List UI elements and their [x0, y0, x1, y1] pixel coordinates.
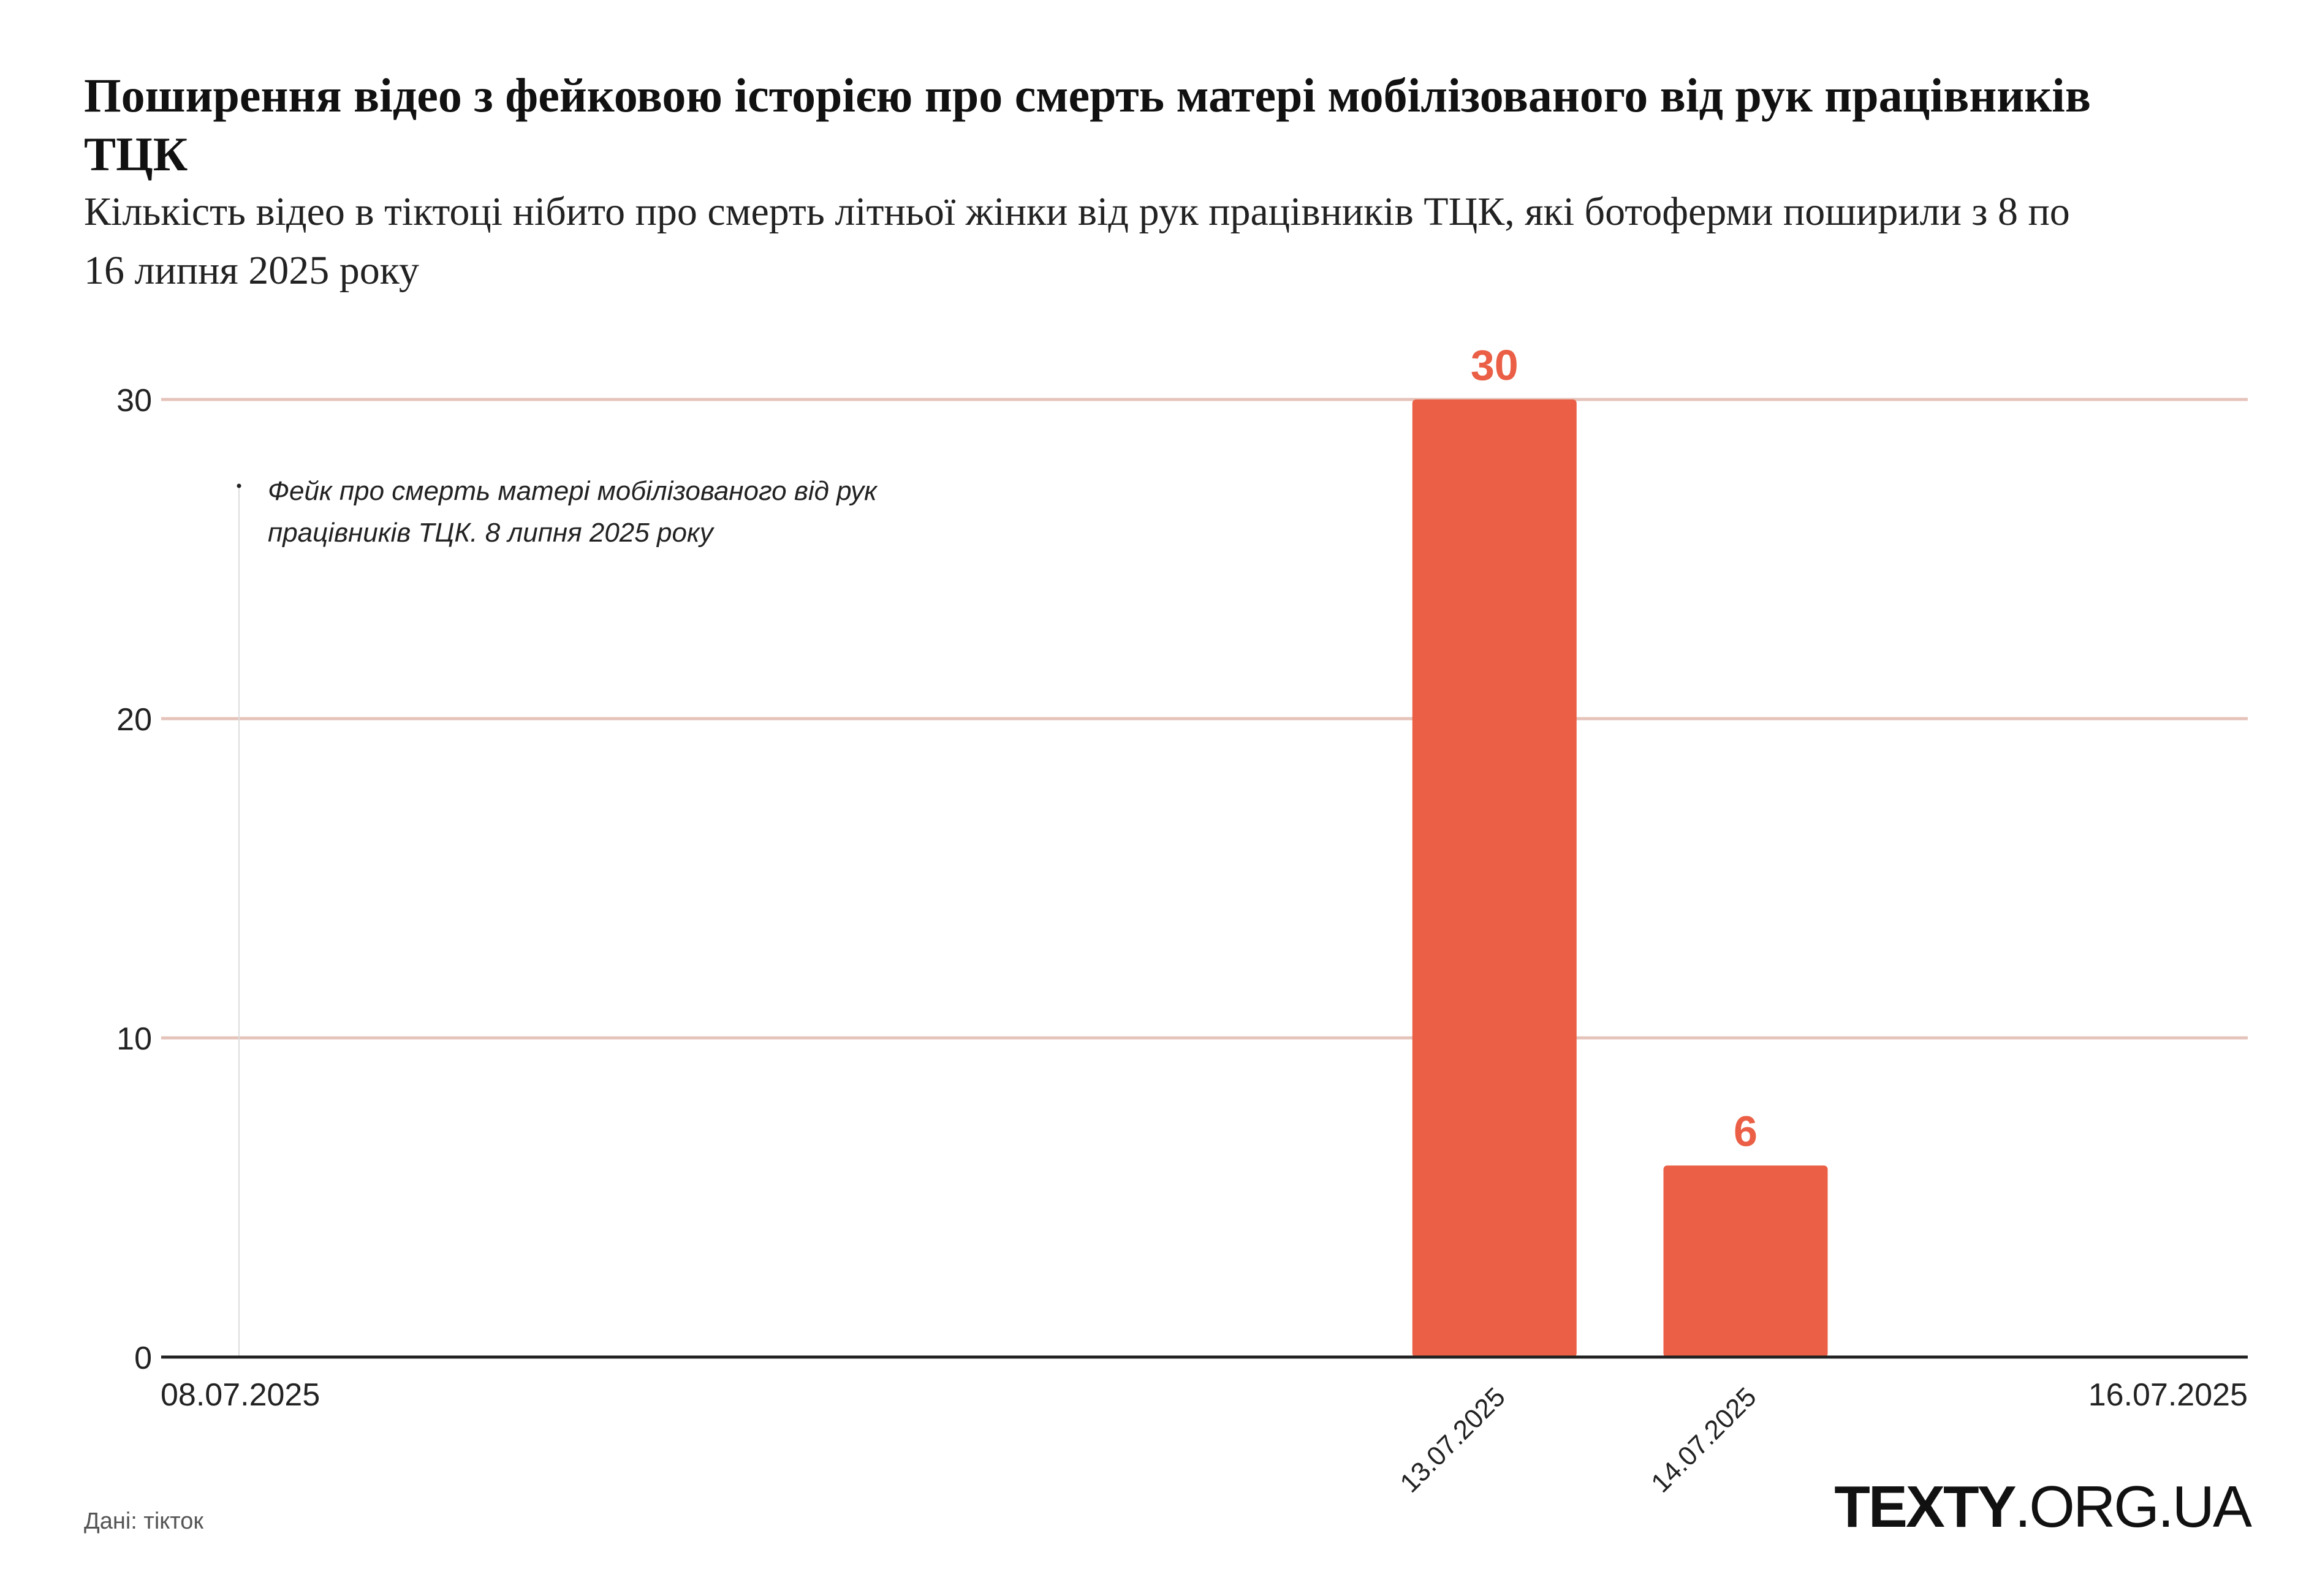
bar-value-label: 30: [1471, 341, 1519, 389]
texty-logo: TEXTY.ORG.UA: [1834, 1473, 2252, 1541]
chart-title: Поширення відео з фейковою історією про …: [84, 69, 2091, 181]
y-tick-label: 10: [116, 1021, 152, 1057]
x-start-label: 08.07.2025: [161, 1377, 320, 1413]
bar-14.07.2025: [1663, 1165, 1828, 1357]
y-tick-label: 30: [116, 383, 152, 418]
annotation-text-line-1: Фейк про смерть матері мобілізованого ві…: [268, 476, 878, 506]
x-tick-label: 13.07.2025: [1394, 1382, 1511, 1498]
data-source: Дані: тікток: [84, 1508, 204, 1534]
logo-domain: .ORG.UA: [2014, 1474, 2252, 1540]
x-tick-label: 14.07.2025: [1645, 1382, 1762, 1498]
chart-subtitle: Кількість відео в тіктоці нібито про сме…: [84, 189, 2070, 293]
bar-13.07.2025: [1412, 399, 1577, 1357]
bar-value-label: 6: [1734, 1107, 1758, 1155]
annotation-text-line-2: працівників ТЦК. 8 липня 2025 року: [268, 518, 715, 548]
y-tick-label: 20: [116, 702, 152, 738]
x-end-label: 16.07.2025: [2088, 1377, 2248, 1413]
annotation-dot: [237, 483, 241, 488]
logo-brand: TEXTY: [1834, 1474, 2016, 1540]
y-tick-label: 0: [134, 1341, 152, 1376]
